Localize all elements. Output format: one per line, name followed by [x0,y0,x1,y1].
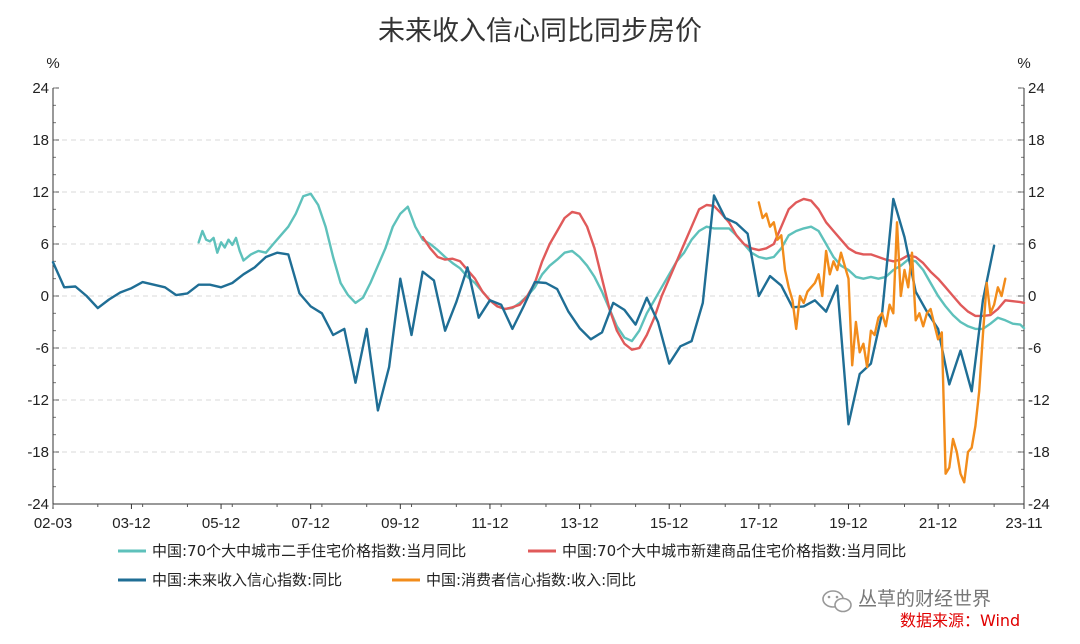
x-tick-label: 19-12 [829,515,867,532]
right-tick-label: 6 [1028,236,1036,253]
data-source: 数据来源：Wind [900,611,1020,630]
right-tick-label: 24 [1028,80,1045,97]
left-tick-label: -24 [27,496,49,513]
axes: 24 24 18 18 12 12 6 6 0 0 -6 -6 -12 -12 -18 -18 -24 -24 02… [27,80,1049,532]
x-tick-label: 07-12 [292,515,330,532]
x-tick-label: 21-12 [919,515,957,532]
gridlines [53,139,1024,453]
right-tick-label: -24 [1028,496,1050,513]
series-line-3 [51,194,996,426]
left-axis-unit: % [46,55,59,72]
x-tick-label: 02-03 [34,515,72,532]
right-tick-label: 18 [1028,132,1045,149]
right-axis-unit: % [1017,55,1030,72]
right-tick-label: -18 [1028,444,1050,461]
right-tick-label: -12 [1028,392,1050,409]
left-tick-label: -18 [27,444,49,461]
legend-label-1: 中国:70个大中城市二手住宅价格指数:当月同比 [152,542,466,560]
series-line-4 [757,201,1007,484]
series-layer [51,192,1026,484]
x-tick-label: 09-12 [381,515,419,532]
left-tick-label: 18 [32,132,49,149]
left-tick-label: -12 [27,392,49,409]
x-tick-label: 17-12 [740,515,778,532]
x-tick-label: 11-12 [471,515,508,532]
series-line-1 [197,192,1026,343]
legend-label-2: 中国:70个大中城市新建商品住宅价格指数:当月同比 [562,542,906,560]
right-tick-label: 12 [1028,184,1045,201]
x-tick-label: 05-12 [202,515,240,532]
x-tick-label: 23-11 [1005,515,1042,532]
wechat-logo-icon [822,590,852,613]
left-tick-label: -6 [36,340,49,357]
legend: 中国:70个大中城市二手住宅价格指数:当月同比 中国:70个大中城市新建商品住宅价… [118,542,906,589]
left-tick-label: 24 [32,80,49,97]
legend-label-4: 中国:消费者信心指数:收入:同比 [426,571,636,589]
x-tick-label: 15-12 [650,515,688,532]
right-tick-label: 0 [1028,288,1036,305]
left-tick-label: 0 [41,288,49,305]
x-tick-label: 13-12 [560,515,598,532]
chart-title: 未来收入信心同比同步房价 [378,16,702,47]
brand-watermark: 丛草的财经世界 [858,588,991,610]
legend-label-3: 中国:未来收入信心指数:同比 [152,571,342,589]
left-tick-label: 12 [32,184,49,201]
left-tick-label: 6 [41,236,49,253]
x-tick-label: 03-12 [112,515,150,532]
right-tick-label: -6 [1028,340,1041,357]
